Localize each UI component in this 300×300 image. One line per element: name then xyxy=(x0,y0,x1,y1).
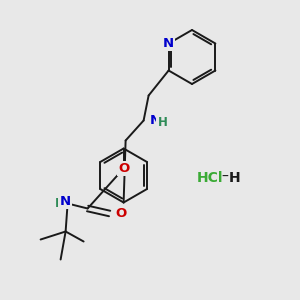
Text: –: – xyxy=(222,170,228,184)
Text: N: N xyxy=(163,37,174,50)
Text: H: H xyxy=(158,116,167,129)
Text: O: O xyxy=(116,207,127,220)
Text: H: H xyxy=(55,197,64,210)
Text: HCl: HCl xyxy=(197,171,223,185)
Text: N: N xyxy=(59,195,70,208)
Text: H: H xyxy=(229,171,241,185)
Text: O: O xyxy=(118,162,129,175)
Text: N: N xyxy=(150,114,161,127)
